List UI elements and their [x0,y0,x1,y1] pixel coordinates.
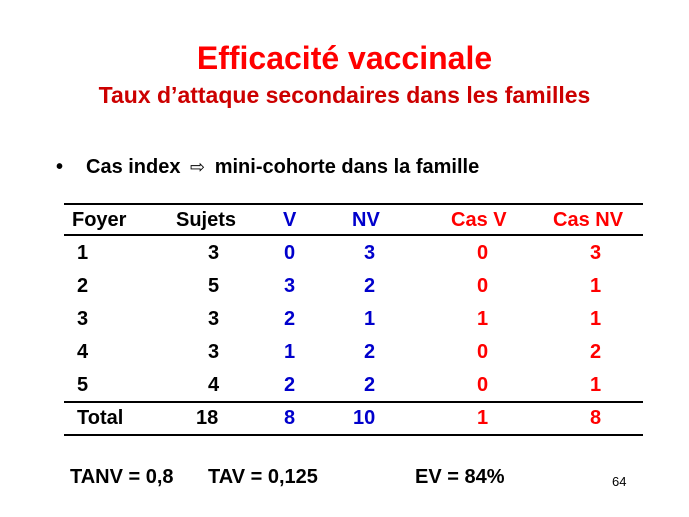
cell-v: 2 [284,308,296,330]
table-header-rule [64,234,643,236]
tav-value: TAV = 0,125 [208,466,318,488]
cell-sujets: 5 [208,275,220,297]
bullet-point: • Cas index ⇨ mini-cohorte dans la famill… [56,153,479,182]
cell-cas-v: 0 [477,275,489,297]
header-sujets: Sujets [176,209,237,231]
bullet-marker: • [56,156,64,178]
cell-foyer: 3 [77,308,89,330]
total-nv: 10 [353,407,376,429]
cell-sujets: 3 [208,341,220,363]
cell-nv: 3 [364,242,376,264]
cell-sujets: 4 [208,374,220,396]
header-cas-v: Cas V [451,209,507,231]
cell-v: 1 [284,341,296,363]
cell-v: 3 [284,275,296,297]
table-total-rule [64,401,643,403]
hollow-right-arrow-icon: ⇨ [190,157,206,178]
cell-cas-nv: 1 [590,308,602,330]
cell-foyer: 4 [77,341,89,363]
table-top-rule [64,203,643,205]
cell-cas-nv: 2 [590,341,602,363]
cell-sujets: 3 [208,308,220,330]
cell-foyer: 2 [77,275,89,297]
cell-nv: 1 [364,308,376,330]
total-cas-nv: 8 [590,407,602,429]
cell-v: 0 [284,242,296,264]
total-v: 8 [284,407,296,429]
header-cas-nv: Cas NV [553,209,624,231]
total-sujets: 18 [196,407,219,429]
bullet-text-end: mini-cohorte dans la famille [214,156,480,178]
cell-cas-v: 0 [477,374,489,396]
ev-value: EV = 84% [415,466,505,488]
cell-sujets: 3 [208,242,220,264]
bullet-text-start: Cas index [86,156,181,178]
cell-cas-nv: 3 [590,242,602,264]
table-bottom-rule [64,434,643,436]
tanv-value: TANV = 0,8 [70,466,174,488]
cell-cas-nv: 1 [590,275,602,297]
cell-nv: 2 [364,341,376,363]
total-label: Total [77,407,124,429]
cell-nv: 2 [364,374,376,396]
cell-cas-v: 0 [477,242,489,264]
total-cas-v: 1 [477,407,489,429]
slide-subtitle: Taux d’attaque secondaires dans les fami… [98,82,591,108]
cell-cas-v: 1 [477,308,489,330]
cell-cas-v: 0 [477,341,489,363]
cell-foyer: 5 [77,374,89,396]
cell-foyer: 1 [77,242,89,264]
header-nv: NV [352,209,380,231]
header-v: V [283,209,297,231]
slide-title: Efficacité vaccinale [196,40,493,76]
page-number: 64 [612,474,627,489]
cell-cas-nv: 1 [590,374,602,396]
header-foyer: Foyer [72,209,127,231]
cell-nv: 2 [364,275,376,297]
cell-v: 2 [284,374,296,396]
